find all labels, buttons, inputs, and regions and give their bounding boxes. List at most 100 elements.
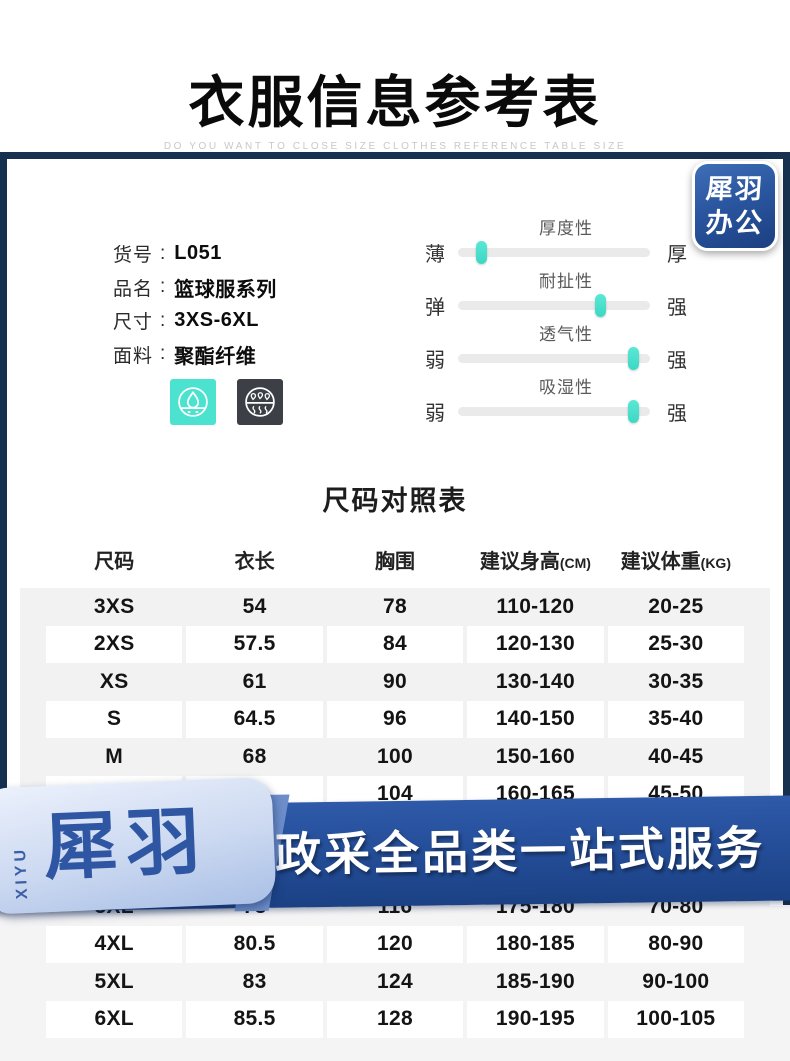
cell-weight: 45-50 [607, 775, 745, 813]
cell-height: 140-150 [467, 700, 604, 738]
cell-length: 68 [242, 744, 267, 768]
field-colon: : [160, 242, 166, 264]
cell-length [186, 850, 323, 888]
slider-right-label: 强 [667, 402, 687, 425]
table-row: 2XS 57.5 84 120-130 25-30 [20, 625, 770, 663]
table-row: 3XS 54 78 110-120 20-25 [20, 588, 770, 626]
size-table-header: 尺码 衣长 胸围 建议身高(CM) 建议体重(KG) [20, 545, 770, 574]
cell-weight: 25-30 [607, 625, 745, 663]
cell-size: M [105, 744, 124, 768]
cell-length [186, 775, 323, 813]
table-row: M 68 100 150-160 40-45 [20, 738, 770, 776]
cell-chest: 104 [326, 775, 464, 813]
table-row: XS 61 90 130-140 30-35 [20, 663, 770, 701]
cell-height: 150-160 [495, 744, 575, 768]
field-label: 面料 [113, 345, 154, 367]
cell-chest: 78 [383, 594, 407, 618]
cell-weight: 35-40 [607, 700, 745, 738]
product-field-fabric: 面料 : 聚酯纤维 [113, 338, 277, 372]
slider-track[interactable] [458, 399, 650, 423]
size-table-body: 3XS 54 78 110-120 20-25 2XS 57.5 84 120-… [20, 588, 770, 1038]
cell-length [186, 813, 322, 851]
field-label: 尺寸 [113, 312, 154, 334]
field-colon: : [160, 276, 166, 298]
field-colon: : [160, 309, 166, 331]
size-table-heading: 尺码对照表 [322, 486, 468, 516]
product-field-size-range: 尺寸 : 3XS-6XL [113, 304, 277, 338]
field-label: 货号 [113, 245, 154, 267]
cell-weight: 90-100 [642, 969, 710, 993]
table-row: 5XL 83 124 185-190 90-100 [20, 963, 770, 1001]
cell-size [46, 775, 183, 813]
slider-right-label: 强 [667, 349, 687, 372]
slider-thumb[interactable] [627, 346, 639, 370]
field-value: 篮球服系列 [174, 278, 277, 301]
cell-height: 180-185 [467, 925, 604, 963]
cell-weight: 30-35 [648, 669, 704, 693]
cell-height [467, 813, 603, 851]
attribute-sliders: 厚度性 薄 厚 耐扯性 弹 强 透气性 弱 [425, 218, 687, 430]
cell-chest: 116 [377, 894, 413, 918]
cell-chest: 100 [377, 744, 413, 768]
page-subtitle: DO YOU WANT TO CLOSE SIZE CLOTHES REFERE… [163, 141, 627, 152]
cell-length: 83 [242, 969, 267, 993]
product-field-item-no: 货号 : L051 [113, 237, 277, 271]
table-row: S 64.5 96 140-150 35-40 [20, 700, 770, 738]
slider-thickness: 厚度性 薄 厚 [425, 218, 687, 271]
cell-size: 6XL [46, 1000, 183, 1038]
cell-chest: 90 [383, 669, 407, 693]
cell-height: 130-140 [495, 669, 575, 693]
brand-badge-line1: 犀羽 [704, 174, 766, 204]
slider-breathability: 透气性 弱 强 [425, 324, 687, 377]
cell-chest: 124 [377, 969, 413, 993]
cell-length: 80.5 [186, 925, 323, 963]
fabric-feature-icons [170, 379, 283, 425]
cell-chest [326, 850, 464, 888]
col-header-height: 建议身高(CM) [479, 551, 591, 573]
page-title: 衣服信息参考表 [188, 71, 602, 134]
cell-size: 4XL [46, 925, 183, 963]
slider-left-label: 弱 [425, 349, 445, 372]
product-field-name: 品名 : 篮球服系列 [113, 271, 277, 305]
slider-track[interactable] [458, 346, 650, 370]
cell-weight: 40-45 [648, 744, 704, 768]
cell-length: 78 [242, 894, 267, 918]
slider-left-label: 弱 [425, 402, 445, 425]
moisture-absorb-icon [170, 379, 216, 425]
frame-border-top [0, 152, 790, 159]
field-value: L051 [174, 242, 222, 265]
cell-height: 110-120 [496, 594, 575, 618]
slider-thumb[interactable] [627, 399, 639, 423]
slider-title: 透气性 [539, 325, 593, 344]
cell-height [467, 850, 604, 888]
cell-chest [327, 813, 463, 851]
cell-size: 3XS [93, 594, 135, 618]
cell-size [46, 850, 183, 888]
slider-track[interactable] [458, 293, 650, 317]
cell-weight: 20-25 [648, 594, 704, 618]
slider-moisture-absorption: 吸湿性 弱 强 [425, 377, 687, 430]
table-row: 6XL 85.5 128 190-195 100-105 [20, 1000, 770, 1038]
slider-track[interactable] [458, 240, 650, 264]
col-header-length: 衣长 [234, 551, 275, 573]
slider-left-label: 薄 [425, 243, 445, 266]
cell-weight: 80-90 [607, 925, 745, 963]
table-row: 3XL 78 116 175-180 70-80 [20, 888, 770, 926]
slider-thumb[interactable] [595, 293, 607, 317]
slider-right-label: 强 [667, 296, 687, 319]
product-info: 货号 : L051 品名 : 篮球服系列 尺寸 : 3XS-6XL 面料 : 聚… [113, 237, 277, 371]
quick-dry-icon [237, 379, 283, 425]
cell-weight [608, 813, 744, 851]
cell-height: 160-165 [467, 775, 604, 813]
col-header-size: 尺码 [94, 551, 135, 573]
cell-height: 175-180 [495, 894, 575, 918]
cell-weight [607, 850, 745, 888]
field-value: 聚酯纤维 [174, 345, 257, 368]
cell-height: 120-130 [467, 625, 604, 663]
cell-length: 57.5 [186, 625, 323, 663]
table-row [20, 850, 770, 888]
slider-thumb[interactable] [476, 240, 488, 264]
col-header-chest: 胸围 [375, 551, 416, 573]
cell-length: 54 [242, 594, 267, 618]
slider-title: 厚度性 [539, 219, 593, 238]
